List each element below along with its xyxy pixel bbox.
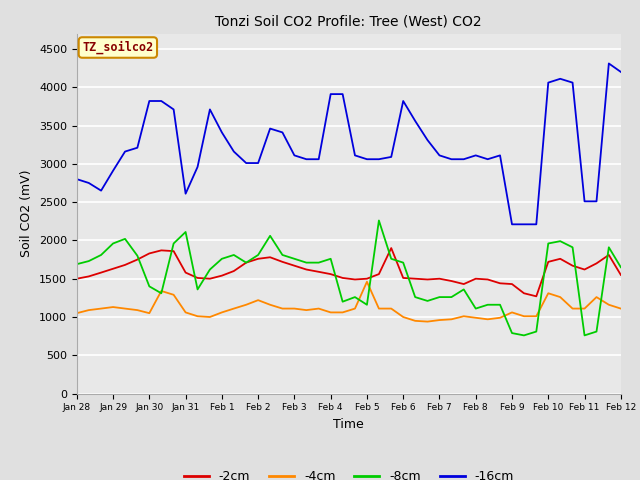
X-axis label: Time: Time bbox=[333, 418, 364, 431]
Title: Tonzi Soil CO2 Profile: Tree (West) CO2: Tonzi Soil CO2 Profile: Tree (West) CO2 bbox=[216, 14, 482, 28]
Legend: -2cm, -4cm, -8cm, -16cm: -2cm, -4cm, -8cm, -16cm bbox=[179, 465, 519, 480]
Text: TZ_soilco2: TZ_soilco2 bbox=[82, 41, 154, 54]
Y-axis label: Soil CO2 (mV): Soil CO2 (mV) bbox=[20, 170, 33, 257]
